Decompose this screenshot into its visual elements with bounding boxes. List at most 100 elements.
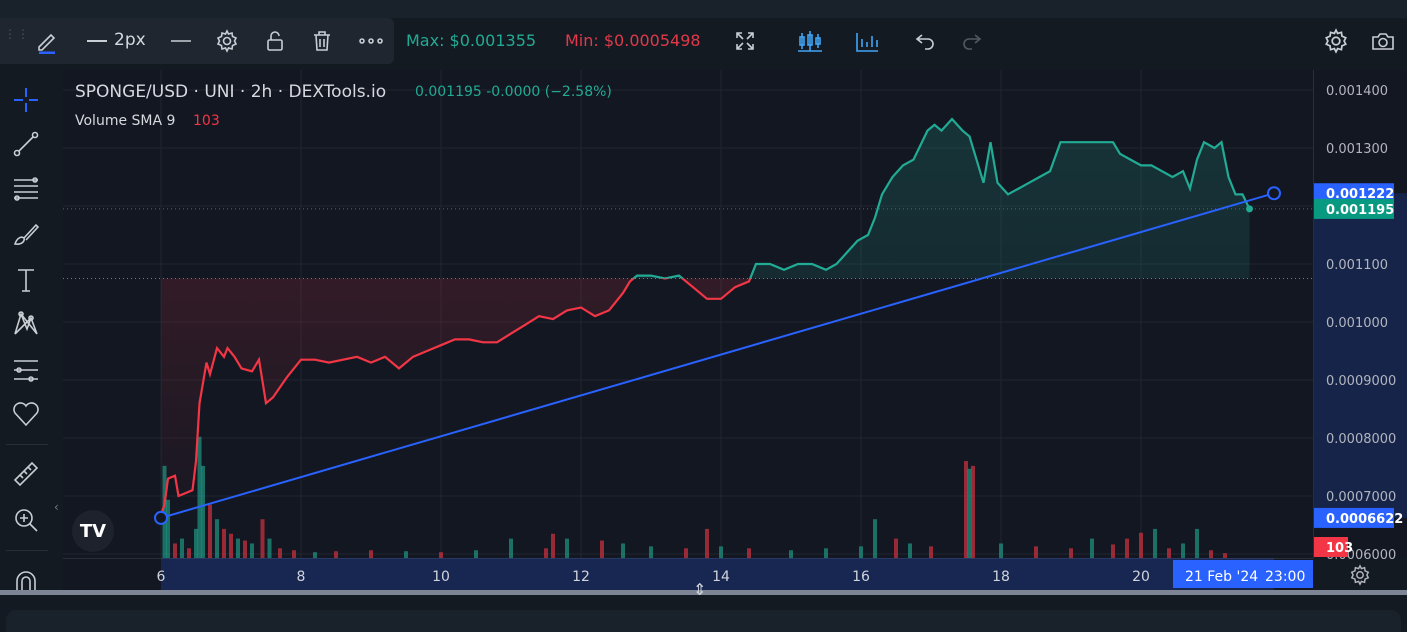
volume-bar: [908, 543, 912, 558]
time-tick-label: 16: [852, 569, 870, 585]
price-tick-label: 0.0008000: [1326, 432, 1396, 447]
chart-settings-icon[interactable]: [1321, 26, 1351, 56]
heart-icon[interactable]: [8, 396, 44, 432]
line-width-icon[interactable]: [82, 26, 112, 56]
volume-bar: [334, 551, 338, 558]
time-tick-label: 18: [992, 569, 1010, 585]
volume-bar: [222, 528, 226, 558]
price-line-up: [631, 117, 1251, 279]
axis-settings-icon[interactable]: [1349, 564, 1371, 586]
volume-bar: [894, 538, 898, 558]
settings-icon[interactable]: [212, 26, 242, 56]
price-tick-label: 0.001400: [1326, 84, 1388, 99]
undo-icon[interactable]: [910, 26, 940, 56]
volume-bar: [267, 538, 272, 558]
time-axis[interactable]: [63, 558, 1313, 591]
text-icon[interactable]: [8, 262, 44, 298]
bottom-panel-tab[interactable]: [6, 610, 1401, 632]
price-tick-label: 0.0007000: [1326, 490, 1396, 505]
chart-legend-values: 0.001195 -0.0000 (−2.58%): [415, 84, 612, 100]
volume-bar: [369, 550, 373, 558]
volume-bar: [705, 528, 709, 558]
volume-bar: [197, 436, 202, 558]
volume-bar: [292, 550, 296, 558]
redo-icon[interactable]: [957, 26, 987, 56]
time-range-highlight: [161, 558, 1274, 590]
volume-bar: [313, 552, 317, 558]
price-badge: [1314, 507, 1394, 528]
magnet-icon[interactable]: [8, 562, 44, 598]
volume-bar: [929, 546, 933, 558]
volume-bar: [260, 519, 265, 558]
time-tick-label: 12: [572, 569, 590, 585]
volume-bar: [1153, 528, 1157, 558]
pattern-icon[interactable]: [8, 306, 44, 342]
price-tick-label: 0.001000: [1326, 316, 1388, 331]
volume-bar: [1209, 550, 1213, 558]
toolbar-divider: [6, 550, 48, 551]
panel-resize-bar[interactable]: [0, 590, 1407, 595]
volume-bar: [278, 548, 282, 558]
volume-bar: [964, 461, 968, 558]
indicators-icon[interactable]: [852, 26, 882, 56]
trend-line-handle-end: [1267, 186, 1281, 201]
volume-bar: [194, 528, 198, 558]
prediction-icon[interactable]: [8, 352, 44, 388]
volume-bar: [166, 499, 170, 558]
volume-indicator-label[interactable]: Volume SMA 9: [75, 113, 176, 129]
price-badge: [1314, 537, 1348, 557]
line-style-icon[interactable]: [166, 26, 196, 56]
volume-indicator-value: 103: [193, 113, 220, 129]
volume-bar: [1181, 543, 1185, 558]
volume-bar: [236, 538, 240, 558]
volume-bar: [1125, 538, 1129, 558]
volume-bar: [999, 543, 1003, 558]
last-price-dot: [1246, 205, 1253, 213]
volume-bar: [187, 548, 191, 558]
unlock-icon[interactable]: [260, 26, 290, 56]
brush-icon[interactable]: [8, 217, 44, 253]
volume-bar: [1090, 538, 1094, 558]
volume-bar: [600, 540, 604, 558]
price-tick-label: 0.001100: [1326, 258, 1388, 273]
crosshair-icon[interactable]: [8, 82, 44, 118]
volume-bar: [243, 540, 247, 558]
pencil-icon[interactable]: [32, 26, 62, 56]
fib-icon[interactable]: [8, 171, 44, 207]
trash-icon[interactable]: [307, 26, 337, 56]
volume-bar: [565, 538, 569, 558]
volume-bar: [824, 548, 828, 558]
fullscreen-icon[interactable]: [730, 26, 760, 56]
collapse-toolbar-icon[interactable]: ‹: [54, 500, 59, 514]
volume-bar: [250, 543, 254, 558]
left-toolbar: [0, 70, 50, 592]
volume-bar: [873, 519, 877, 558]
area-fill-above-baseline: [161, 119, 1250, 279]
volume-bar: [1223, 553, 1227, 558]
price-badge-label: 103: [1326, 541, 1353, 556]
trend-line-handle-start: [154, 510, 168, 525]
top-strip: [0, 0, 1407, 18]
volume-bar: [789, 550, 793, 558]
time-badge-date: 21 Feb '24: [1185, 569, 1258, 585]
time-tick-label: 20: [1132, 569, 1150, 585]
chart-legend-title: SPONGE/USD · UNI · 2h · DEXTools.io: [75, 82, 387, 102]
candles-icon[interactable]: [795, 26, 825, 56]
camera-icon[interactable]: [1368, 26, 1398, 56]
min-price-label: Min: $0.0005498: [565, 31, 701, 50]
more-icon[interactable]: [356, 26, 386, 56]
volume-bar: [1139, 532, 1143, 558]
zoom-icon[interactable]: [8, 502, 44, 538]
trend-line: [160, 192, 1275, 519]
volume-bar: [649, 546, 653, 558]
area-fill-below-baseline: [161, 278, 1250, 515]
volume-bar: [544, 548, 548, 558]
tradingview-logo: TV: [72, 510, 114, 552]
ruler-icon[interactable]: [8, 456, 44, 492]
price-axis[interactable]: [1313, 70, 1407, 558]
resize-arrows-icon[interactable]: ⇕: [693, 580, 707, 599]
volume-bar: [180, 538, 184, 558]
trendline-icon[interactable]: [8, 126, 44, 162]
line-width-label[interactable]: 2px: [114, 30, 146, 50]
